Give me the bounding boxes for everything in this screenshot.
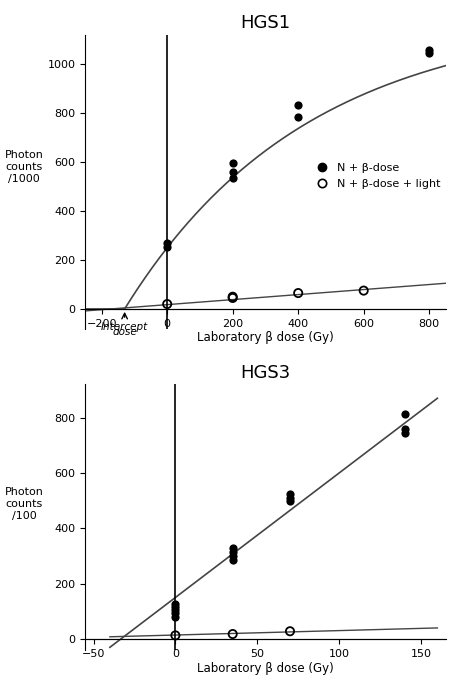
Title: HGS3: HGS3 [240,363,291,382]
Point [425,48,433,59]
Point [294,111,302,122]
Point [164,237,171,248]
Point [229,291,237,302]
Point [401,423,409,434]
Point [164,298,171,310]
Legend: N + β-dose, N + β-dose + light: N + β-dose, N + β-dose + light [311,163,440,189]
Point [360,285,367,296]
Point [172,630,179,641]
Point [172,611,179,623]
Point [164,241,171,252]
Point [229,554,237,565]
Point [172,599,179,610]
Point [425,44,433,55]
X-axis label: Laboratory β dose (Gy): Laboratory β dose (Gy) [197,331,334,345]
Point [229,166,237,178]
Point [172,602,179,613]
Text: Photon
counts
/100: Photon counts /100 [5,487,44,521]
Point [286,492,294,503]
Point [401,427,409,438]
Point [286,626,294,637]
Point [401,408,409,419]
Point [229,550,237,561]
Text: Intercept: Intercept [101,322,148,333]
Point [229,158,237,169]
Title: HGS1: HGS1 [240,14,291,32]
Point [294,99,302,110]
Point [294,287,302,298]
Point [229,292,237,303]
Point [229,628,237,640]
Point [286,495,294,506]
Point [229,173,237,184]
Text: dose: dose [112,326,137,337]
X-axis label: Laboratory β dose (Gy): Laboratory β dose (Gy) [197,661,334,675]
Point [172,605,179,616]
Point [172,607,179,619]
Point [229,542,237,554]
Point [229,546,237,557]
Point [286,488,294,499]
Text: Photon
counts
/1000: Photon counts /1000 [5,150,44,184]
